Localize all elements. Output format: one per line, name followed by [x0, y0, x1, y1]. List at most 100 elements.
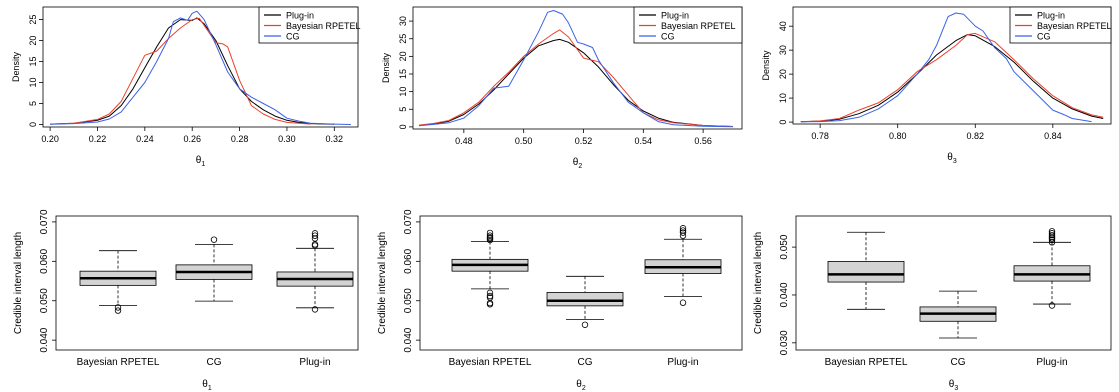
series-line-2: [50, 10, 351, 125]
series-line-0: [50, 17, 335, 125]
y-tick-label: 0.070: [39, 209, 50, 234]
y-tick-label: 30: [778, 45, 788, 55]
plot-frame: [792, 6, 1112, 125]
x-tick-label: CG: [951, 357, 966, 368]
outlier-point: [679, 232, 687, 239]
y-tick-label: 30: [398, 16, 408, 26]
x-tick-label: 0.84: [1044, 131, 1062, 141]
y-axis-label: Density: [381, 52, 391, 83]
series-line-1: [50, 17, 311, 125]
legend-label: CG: [1037, 32, 1051, 42]
legend-label: CG: [661, 32, 675, 42]
y-tick-label: 0: [28, 122, 38, 127]
plot-frame: [419, 215, 743, 351]
outlier-point: [486, 236, 494, 244]
x-axis-label-symbol: θ: [573, 157, 579, 168]
outlier-point: [210, 236, 218, 243]
x-axis-label: θ2: [573, 157, 583, 170]
x-tick-label: 0.28: [231, 134, 249, 144]
box-2: [644, 225, 722, 306]
legend-label: CG: [286, 32, 300, 42]
series-line-0: [418, 38, 734, 127]
series-line-1: [800, 32, 1104, 123]
plot-frame: [42, 6, 359, 128]
x-axis-label-symbol: θ: [202, 379, 208, 390]
y-tick-label: 0.050: [39, 288, 50, 313]
outlier-point: [486, 294, 494, 301]
x-axis-label: θ1: [196, 155, 206, 168]
outlier-point: [1048, 302, 1056, 309]
box-1: [919, 290, 997, 339]
y-axis-label: Density: [761, 50, 771, 81]
box-2: [1013, 228, 1091, 309]
box-0: [451, 229, 529, 308]
x-tick-label: 0.78: [811, 131, 829, 141]
boxplot-panel: 0.040 0.050 0.060 0.070 Credible interval le…: [13, 209, 359, 392]
x-axis-label: θ1: [202, 379, 212, 392]
legend-label: Plug-in: [286, 11, 314, 21]
outlier-point: [581, 321, 589, 328]
outlier-point: [486, 232, 494, 239]
y-tick-label: 0.060: [403, 248, 414, 273]
x-tick-label: 0.20: [41, 134, 59, 144]
x-tick-label: Bayesian RPETEL: [77, 357, 160, 368]
y-tick-label: 40: [778, 21, 788, 31]
x-axis-label-subscript: 3: [954, 385, 958, 392]
outlier-point: [311, 230, 319, 237]
y-tick-label: 5: [28, 101, 38, 106]
x-axis-label-subscript: 3: [953, 158, 957, 165]
plot-frame: [412, 6, 743, 130]
x-tick-label: 0.30: [278, 134, 296, 144]
y-axis-label: Credible interval length: [377, 232, 388, 334]
outlier-point: [114, 307, 122, 314]
x-axis-label: θ2: [576, 379, 586, 392]
outlier-point: [679, 225, 687, 232]
x-tick-label: Plug-in: [1036, 357, 1067, 368]
x-axis-label-subscript: 2: [578, 163, 582, 170]
y-tick-label: 15: [398, 69, 408, 79]
x-axis-label-subscript: 1: [201, 161, 205, 168]
outlier-point: [486, 289, 494, 297]
box-iqr: [546, 292, 624, 307]
x-tick-label: 0.54: [635, 136, 653, 146]
box-iqr: [827, 261, 905, 283]
x-axis-label-subscript: 1: [208, 385, 212, 392]
outlier-point: [114, 304, 122, 311]
x-axis-label-symbol: θ: [576, 379, 582, 390]
legend-label: Bayesian RPETEL: [661, 21, 736, 31]
x-tick-label: 0.52: [575, 136, 593, 146]
legend-label: Plug-in: [661, 11, 689, 21]
x-tick-label: 0.50: [515, 136, 533, 146]
y-tick-label: 15: [28, 57, 38, 67]
box-1: [546, 275, 624, 328]
y-tick-label: 5: [398, 107, 408, 112]
density-panel: 0.20 0.22 0.24 0.26 0.28 0.30 0.32 0 5 10 15 20 25 De…: [11, 6, 361, 168]
outlier-point: [1048, 231, 1056, 239]
y-tick-label: 25: [398, 34, 408, 44]
y-axis-label: Credible interval length: [753, 232, 764, 334]
x-tick-label: 0.56: [694, 136, 712, 146]
x-tick-label: 0.26: [183, 134, 201, 144]
x-axis-label-subscript: 2: [582, 385, 586, 392]
y-tick-label: 20: [778, 69, 788, 79]
y-tick-label: 20: [398, 51, 408, 61]
outlier-point: [311, 235, 319, 242]
outlier-point: [311, 306, 319, 313]
outlier-point: [486, 234, 494, 241]
box-2: [276, 230, 354, 313]
box-1: [175, 236, 253, 302]
plot-frame: [795, 215, 1112, 351]
outlier-point: [486, 292, 494, 300]
series-line-2: [800, 12, 1092, 123]
y-tick-label: 0.040: [403, 327, 414, 352]
x-tick-label: 0.32: [326, 134, 344, 144]
x-tick-label: 0.24: [136, 134, 154, 144]
y-tick-label: 10: [778, 93, 788, 103]
y-tick-label: 0: [778, 120, 788, 125]
box-0: [79, 250, 157, 314]
y-tick-label: 0.030: [779, 330, 790, 355]
y-tick-label: 0.050: [779, 234, 790, 259]
outlier-point: [311, 232, 319, 239]
x-tick-label: Bayesian RPETEL: [825, 357, 908, 368]
